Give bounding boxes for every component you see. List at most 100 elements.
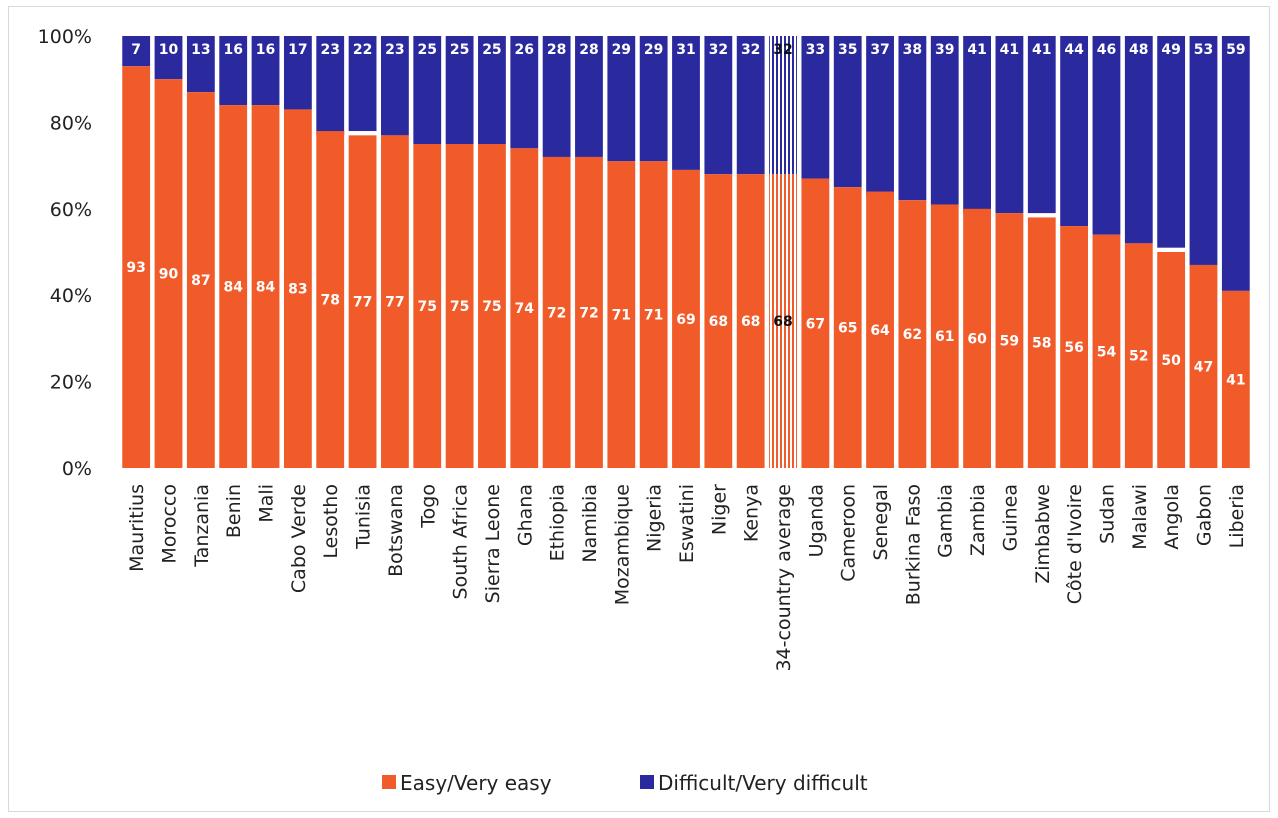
bar-difficult bbox=[704, 36, 733, 175]
data-label-easy: 69 bbox=[676, 312, 695, 328]
bar-difficult bbox=[283, 36, 312, 110]
bar-easy bbox=[445, 144, 474, 468]
legend-label-difficult: Difficult/Very difficult bbox=[658, 771, 868, 795]
data-label-easy: 67 bbox=[806, 316, 825, 332]
data-label-easy: 58 bbox=[1032, 336, 1051, 352]
data-label-difficult: 13 bbox=[191, 42, 210, 58]
data-label-difficult: 41 bbox=[967, 42, 986, 58]
x-category-label: Angola bbox=[1161, 484, 1183, 550]
data-label-easy: 65 bbox=[838, 321, 857, 337]
x-category-label: Eswatini bbox=[676, 484, 698, 563]
data-label-difficult: 59 bbox=[1226, 42, 1245, 58]
data-label-easy: 77 bbox=[385, 295, 404, 311]
data-label-difficult: 10 bbox=[159, 42, 179, 58]
legend-swatch-difficult bbox=[640, 775, 654, 789]
bar-difficult bbox=[510, 36, 539, 149]
bar-difficult bbox=[866, 36, 894, 196]
data-label-easy: 75 bbox=[482, 299, 501, 315]
bars: 7 93 10 90 13 87 16 84 16 84 17 83 23 78 22 77 23 77 25 75 2… bbox=[122, 36, 1250, 469]
bar-easy bbox=[672, 169, 700, 469]
bar-easy bbox=[1092, 234, 1121, 468]
x-category-label: South Africa bbox=[450, 484, 472, 599]
bar-easy bbox=[542, 156, 571, 468]
x-category-label: Ethiopia bbox=[547, 484, 569, 561]
data-label-difficult: 7 bbox=[131, 42, 141, 58]
data-label-difficult: 25 bbox=[482, 42, 501, 58]
bar-difficult bbox=[154, 36, 183, 80]
data-label-easy: 47 bbox=[1194, 359, 1213, 375]
data-label-difficult: 35 bbox=[838, 42, 857, 58]
bar-easy bbox=[1221, 290, 1250, 468]
bar-difficult bbox=[769, 36, 797, 175]
data-label-easy: 56 bbox=[1064, 340, 1083, 356]
x-category-label: 34-country average bbox=[773, 484, 795, 672]
bar-easy bbox=[348, 135, 377, 469]
x-category-label: Botswana bbox=[385, 484, 407, 577]
bar-easy bbox=[607, 161, 636, 468]
data-label-easy: 78 bbox=[320, 293, 339, 309]
x-category-label: Niger bbox=[708, 484, 730, 535]
data-label-difficult: 29 bbox=[612, 42, 631, 58]
data-label-difficult: 28 bbox=[579, 42, 598, 58]
bar-easy bbox=[575, 156, 603, 468]
data-label-difficult: 33 bbox=[806, 42, 825, 58]
x-category-label: Nigeria bbox=[644, 484, 666, 552]
bar-easy bbox=[1189, 264, 1218, 468]
data-label-easy: 68 bbox=[709, 314, 728, 330]
bar-easy bbox=[963, 208, 991, 469]
bar-easy bbox=[283, 109, 312, 468]
bar-easy bbox=[866, 191, 894, 468]
bar-difficult bbox=[1221, 36, 1250, 291]
bar-difficult bbox=[1124, 36, 1153, 244]
bar-difficult bbox=[898, 36, 927, 201]
x-category-label: Namibia bbox=[579, 484, 601, 563]
x-category-label: Kenya bbox=[741, 484, 763, 542]
bar-easy bbox=[186, 92, 215, 468]
bar-difficult bbox=[801, 36, 830, 179]
bar-easy bbox=[478, 144, 506, 468]
data-label-easy: 90 bbox=[159, 267, 179, 283]
bar-difficult bbox=[1027, 36, 1056, 214]
data-label-easy: 54 bbox=[1097, 344, 1117, 360]
data-label-easy: 74 bbox=[515, 301, 535, 317]
data-label-difficult: 29 bbox=[644, 42, 663, 58]
y-tick-label: 80% bbox=[50, 112, 92, 134]
x-category-label: Morocco bbox=[159, 484, 181, 564]
bar-difficult bbox=[478, 36, 506, 144]
data-label-difficult: 46 bbox=[1097, 42, 1116, 58]
bar-easy bbox=[995, 213, 1024, 468]
data-label-easy: 72 bbox=[547, 305, 566, 321]
data-label-easy: 62 bbox=[903, 327, 922, 343]
data-label-easy: 52 bbox=[1129, 349, 1148, 365]
data-label-difficult: 26 bbox=[515, 42, 534, 58]
data-label-difficult: 25 bbox=[450, 42, 469, 58]
bar-difficult bbox=[963, 36, 991, 214]
bar-easy bbox=[801, 178, 830, 468]
x-category-label: Gabon bbox=[1193, 484, 1215, 546]
data-label-easy: 72 bbox=[579, 305, 598, 321]
bar-difficult bbox=[639, 36, 668, 162]
bar-easy bbox=[122, 66, 151, 469]
bar-easy bbox=[769, 174, 797, 469]
x-category-label: Cameroon bbox=[838, 484, 860, 582]
bar-easy bbox=[930, 204, 959, 469]
bar-easy bbox=[381, 135, 409, 469]
bar-difficult bbox=[316, 36, 345, 136]
bar-easy bbox=[1157, 252, 1186, 468]
bar-easy bbox=[833, 187, 862, 468]
bar-difficult bbox=[736, 36, 765, 175]
data-label-easy: 59 bbox=[1000, 334, 1019, 350]
data-label-easy: 83 bbox=[288, 282, 307, 298]
data-label-difficult: 41 bbox=[1000, 42, 1019, 58]
data-label-difficult: 32 bbox=[709, 42, 728, 58]
bar-easy bbox=[1060, 226, 1089, 468]
bar-difficult bbox=[381, 36, 409, 136]
data-label-easy: 77 bbox=[353, 295, 372, 311]
bar-difficult bbox=[995, 36, 1024, 214]
data-label-easy: 60 bbox=[967, 331, 987, 347]
data-label-easy: 61 bbox=[935, 329, 954, 345]
data-label-difficult: 16 bbox=[223, 42, 242, 58]
data-label-easy: 93 bbox=[126, 260, 145, 276]
bar-difficult bbox=[186, 36, 215, 93]
